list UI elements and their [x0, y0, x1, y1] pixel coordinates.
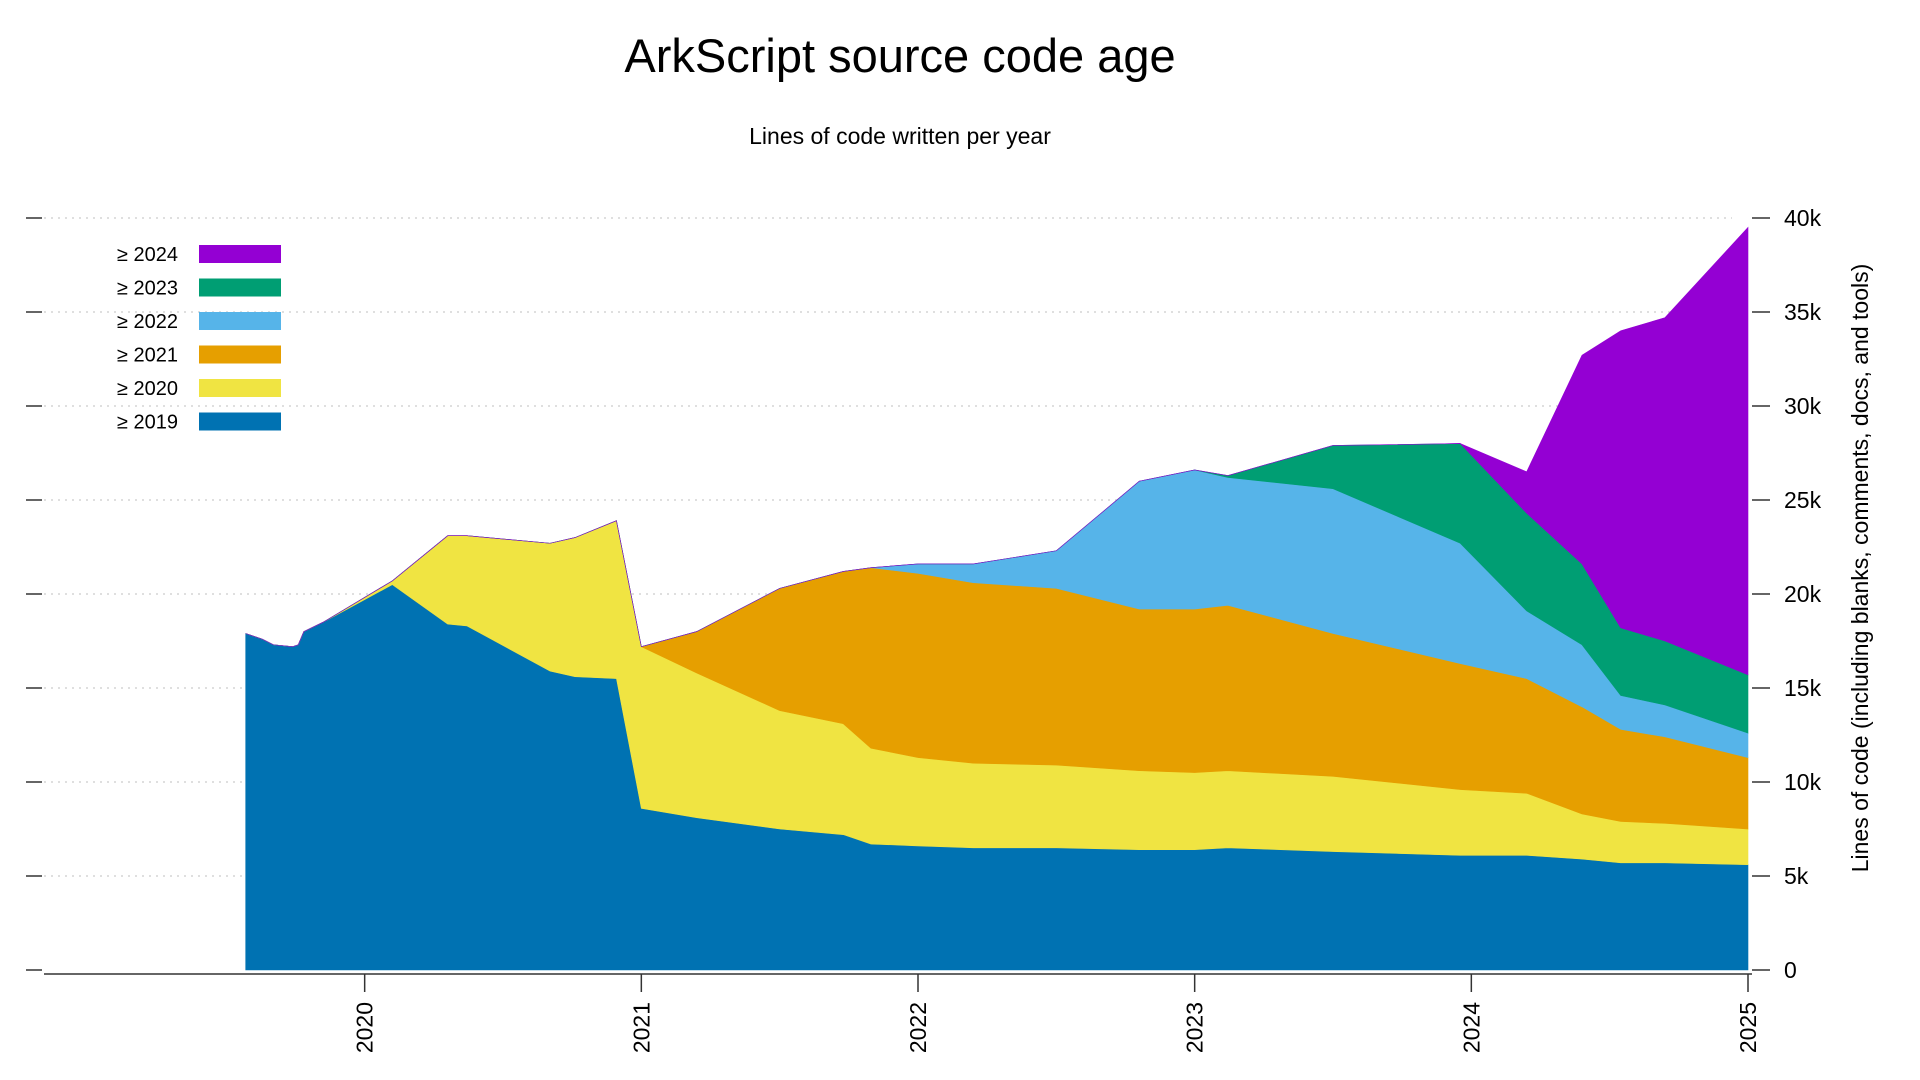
legend-item: ≥ 2020: [117, 378, 281, 400]
stacked-areas: [245, 226, 1749, 971]
legend-label: ≥ 2022: [117, 311, 178, 333]
legend-item: ≥ 2019: [117, 412, 281, 434]
y-tick-label: 15k: [1784, 675, 1822, 701]
legend-label: ≥ 2019: [117, 412, 178, 434]
y-tick-label: 20k: [1784, 581, 1822, 607]
legend-swatch: [199, 312, 281, 330]
x-tick-label: 2021: [628, 1002, 654, 1053]
y-tick-label: 30k: [1784, 393, 1822, 419]
y-tick-label: 5k: [1784, 863, 1809, 889]
x-tick-label: 2020: [352, 1002, 378, 1053]
y-tick-label: 40k: [1784, 205, 1822, 231]
y-axis-label: Lines of code (including blanks, comment…: [1847, 264, 1873, 873]
legend-item: ≥ 2021: [117, 345, 281, 367]
legend-swatch: [199, 245, 281, 263]
legend-label: ≥ 2024: [117, 244, 178, 266]
chart-subtitle: Lines of code written per year: [749, 123, 1051, 149]
legend-label: ≥ 2021: [117, 345, 178, 367]
x-tick-label: 2025: [1735, 1002, 1761, 1053]
legend-swatch: [199, 345, 281, 364]
legend: ≥ 2024 ≥ 2023 ≥ 2022 ≥ 2021 ≥ 2020 ≥ 2019: [117, 244, 281, 434]
legend-item: ≥ 2023: [117, 278, 281, 300]
y-tick-label: 10k: [1784, 769, 1822, 795]
area-series-2024: [245, 226, 1749, 676]
legend-swatch: [199, 412, 281, 431]
legend-swatch: [199, 379, 281, 397]
axes: 0 5k 10k 15k 20k 25k 30k 35k 40k 2020 2021 2022 2023…: [26, 205, 1822, 1053]
legend-label: ≥ 2023: [117, 278, 178, 300]
x-tick-label: 2024: [1458, 1002, 1484, 1053]
chart-title: ArkScript source code age: [624, 29, 1175, 82]
legend-item: ≥ 2024: [117, 244, 281, 266]
legend-label: ≥ 2020: [117, 378, 178, 400]
y-tick-label: 35k: [1784, 299, 1822, 325]
x-tick-label: 2023: [1182, 1002, 1208, 1053]
legend-swatch: [199, 278, 281, 297]
y-tick-label: 25k: [1784, 487, 1822, 513]
legend-item: ≥ 2022: [117, 311, 281, 333]
x-tick-label: 2022: [905, 1002, 931, 1053]
y-tick-label: 0: [1784, 957, 1797, 983]
